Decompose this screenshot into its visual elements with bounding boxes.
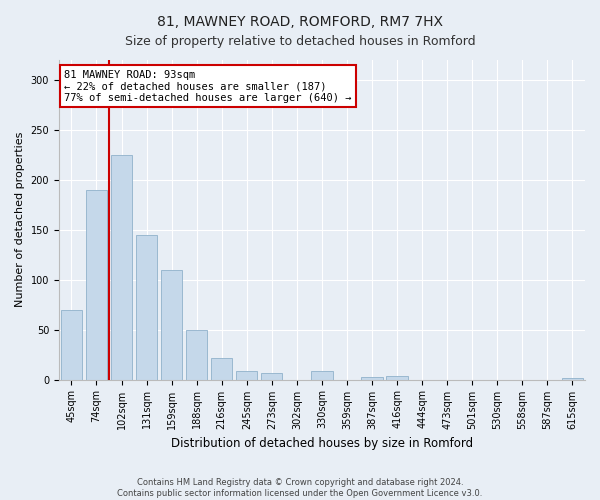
Bar bbox=[86, 190, 107, 380]
Bar bbox=[186, 330, 208, 380]
X-axis label: Distribution of detached houses by size in Romford: Distribution of detached houses by size … bbox=[171, 437, 473, 450]
Bar bbox=[361, 376, 383, 380]
Bar bbox=[211, 358, 232, 380]
Text: 81 MAWNEY ROAD: 93sqm
← 22% of detached houses are smaller (187)
77% of semi-det: 81 MAWNEY ROAD: 93sqm ← 22% of detached … bbox=[64, 70, 352, 103]
Text: 81, MAWNEY ROAD, ROMFORD, RM7 7HX: 81, MAWNEY ROAD, ROMFORD, RM7 7HX bbox=[157, 15, 443, 29]
Bar bbox=[261, 372, 283, 380]
Bar bbox=[111, 155, 132, 380]
Bar bbox=[236, 370, 257, 380]
Y-axis label: Number of detached properties: Number of detached properties bbox=[15, 132, 25, 308]
Bar bbox=[136, 235, 157, 380]
Bar bbox=[562, 378, 583, 380]
Bar bbox=[61, 310, 82, 380]
Text: Contains HM Land Registry data © Crown copyright and database right 2024.
Contai: Contains HM Land Registry data © Crown c… bbox=[118, 478, 482, 498]
Bar bbox=[161, 270, 182, 380]
Bar bbox=[386, 376, 408, 380]
Text: Size of property relative to detached houses in Romford: Size of property relative to detached ho… bbox=[125, 35, 475, 48]
Bar bbox=[311, 370, 332, 380]
